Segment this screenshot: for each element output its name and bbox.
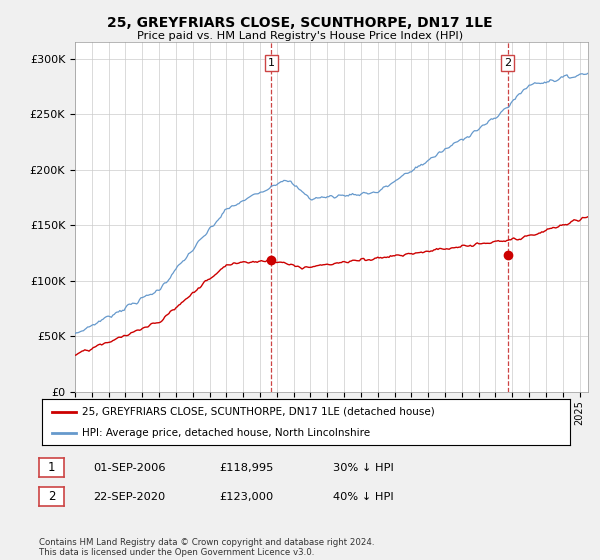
Text: 25, GREYFRIARS CLOSE, SCUNTHORPE, DN17 1LE (detached house): 25, GREYFRIARS CLOSE, SCUNTHORPE, DN17 1… <box>82 407 434 417</box>
Text: 01-SEP-2006: 01-SEP-2006 <box>93 463 166 473</box>
Text: 22-SEP-2020: 22-SEP-2020 <box>93 492 165 502</box>
Text: 2: 2 <box>48 490 55 503</box>
Text: 1: 1 <box>48 460 55 474</box>
Text: 2: 2 <box>504 58 511 68</box>
Text: Price paid vs. HM Land Registry's House Price Index (HPI): Price paid vs. HM Land Registry's House … <box>137 31 463 41</box>
Text: Contains HM Land Registry data © Crown copyright and database right 2024.
This d: Contains HM Land Registry data © Crown c… <box>39 538 374 557</box>
Text: 40% ↓ HPI: 40% ↓ HPI <box>333 492 394 502</box>
Text: £123,000: £123,000 <box>219 492 273 502</box>
Text: 1: 1 <box>268 58 275 68</box>
Text: £118,995: £118,995 <box>219 463 274 473</box>
Text: 25, GREYFRIARS CLOSE, SCUNTHORPE, DN17 1LE: 25, GREYFRIARS CLOSE, SCUNTHORPE, DN17 1… <box>107 16 493 30</box>
Text: 30% ↓ HPI: 30% ↓ HPI <box>333 463 394 473</box>
Text: HPI: Average price, detached house, North Lincolnshire: HPI: Average price, detached house, Nort… <box>82 428 370 438</box>
